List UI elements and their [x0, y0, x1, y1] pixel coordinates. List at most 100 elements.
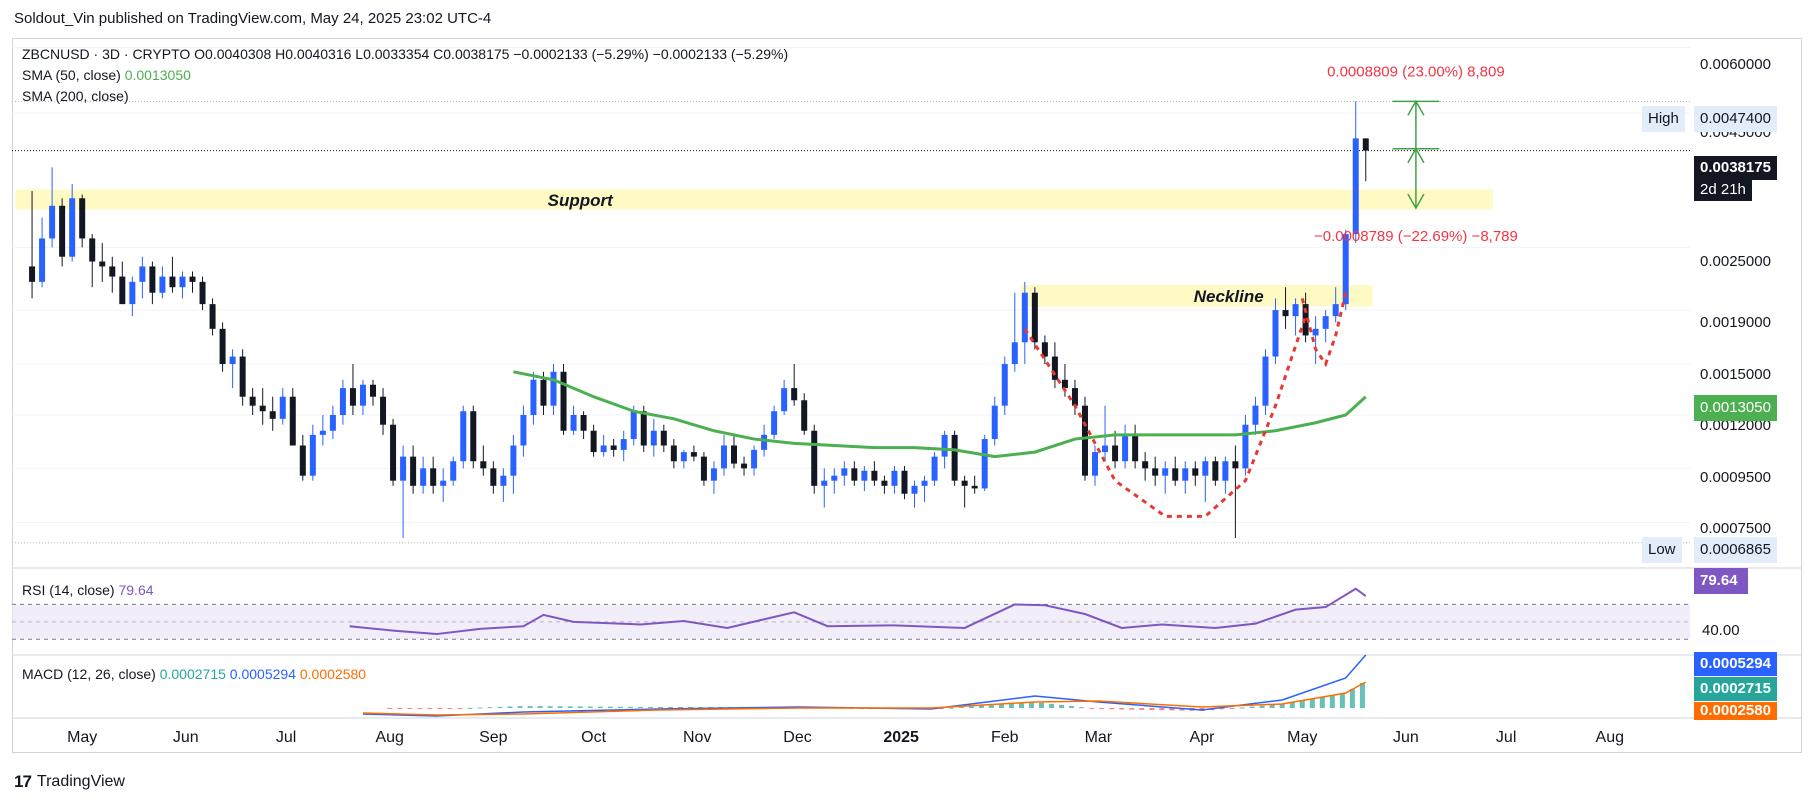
chart-frame [12, 38, 1802, 753]
candle-body [741, 463, 748, 469]
sma200-legend[interactable]: SMA (200, close) [22, 88, 129, 104]
macd-histogram-bar [387, 708, 393, 709]
macd-histogram-bar [597, 706, 603, 708]
candle-body [279, 396, 286, 419]
time-axis-label: Dec [783, 729, 811, 746]
macd-histogram-bar [667, 707, 673, 708]
candle-body [349, 388, 356, 406]
candle-body [1182, 468, 1189, 481]
macd-histogram-bar [938, 708, 944, 709]
candle-body [1222, 461, 1229, 481]
candle-body [1152, 468, 1159, 476]
macd-histogram-bar [1089, 708, 1095, 709]
candle-body [49, 205, 56, 239]
candle-body [119, 276, 126, 305]
candle-body [1322, 316, 1329, 329]
rsi-line [349, 587, 1367, 636]
candle-body [1001, 364, 1008, 406]
tradingview-logo-icon[interactable]: 17 [14, 772, 32, 791]
time-axis-label: Nov [683, 729, 711, 746]
symbol-name[interactable]: ZBCNUSD · 3D · CRYPTO [22, 46, 191, 62]
last-price-tag: 0.0038175 [1694, 156, 1777, 180]
macd-histogram-bar [1299, 700, 1305, 708]
symbol-legend: ZBCNUSD · 3D · CRYPTO O0.0040308 H0.0040… [22, 46, 788, 62]
macd-histogram-bar [1219, 708, 1225, 710]
macd-histogram-bar [1049, 703, 1055, 708]
macd-histogram-bar [437, 708, 443, 709]
measure-up-label: 0.0008809 (23.00%) 8,809 [1327, 63, 1505, 80]
time-axis-label: Aug [375, 729, 403, 746]
time-axis-label: Oct [581, 729, 606, 746]
time-axis-label: Jul [276, 729, 296, 746]
candle-body [1071, 388, 1078, 406]
time-axis-label: Jul [1496, 729, 1516, 746]
time-axis-label: Sep [479, 729, 508, 746]
candle-body [731, 445, 738, 464]
candle-body [229, 356, 236, 365]
macd-histogram-bar [1029, 702, 1035, 708]
macd-histogram-bar [427, 708, 433, 709]
price-label-0: 0.0060000 [1700, 56, 1771, 73]
measure-arrow-down [1407, 193, 1425, 210]
candle-body [189, 276, 196, 282]
candle-body [39, 238, 46, 282]
measure-down-label: −0.0008789 (−22.69%) −8,789 [1314, 228, 1518, 245]
candle-body [1011, 342, 1018, 365]
tradingview-brand[interactable]: TradingView [36, 773, 125, 790]
rsi-legend[interactable]: RSI (14, close) 79.64 [22, 582, 154, 598]
macd-histogram-bar [1279, 704, 1285, 708]
candle-body [861, 470, 868, 481]
macd-histogram-bar [1239, 707, 1245, 709]
candle-body [59, 205, 66, 257]
neckline-label: Neckline [1194, 287, 1264, 306]
candle-body [1061, 379, 1068, 389]
macd-histogram-bar [1139, 708, 1145, 710]
candle-body [79, 198, 86, 239]
candle-body [159, 276, 166, 293]
macd-histogram-bar [1259, 705, 1265, 708]
candle-body [720, 445, 727, 469]
candle-body [570, 414, 577, 431]
candle-body [871, 470, 878, 481]
candle-body [219, 328, 226, 365]
sma200-label: SMA (200, close) [22, 88, 129, 104]
hist-tag: 0.0002715 [1694, 677, 1777, 701]
candle-body [410, 456, 417, 486]
macd-histogram-bar [688, 707, 694, 708]
candle-body [199, 281, 206, 305]
macd-histogram-bar [678, 707, 684, 708]
price-label-4: 0.0015000 [1700, 366, 1771, 383]
high-tag-label: High [1642, 106, 1685, 132]
macd-tag: 0.0005294 [1694, 652, 1777, 676]
macd-histogram-bar [1329, 695, 1335, 708]
macd-histogram-bar [1008, 703, 1014, 708]
macd-histogram-bar [517, 706, 523, 708]
macd-histogram-bar [1018, 702, 1024, 708]
candle-body [1132, 434, 1139, 462]
candle-body [440, 480, 447, 486]
candle-body [99, 261, 106, 267]
macd-histogram-bar [407, 708, 413, 709]
candle-body [791, 388, 798, 401]
time-axis-label: Mar [1085, 729, 1113, 746]
time-axis-label: Apr [1190, 729, 1216, 746]
candle-body [580, 414, 587, 431]
macd-legend[interactable]: MACD (12, 26, close) 0.0002715 0.0005294… [22, 666, 366, 682]
candle-body [1352, 138, 1359, 235]
macd-histogram-bar [497, 706, 503, 708]
candle-body [269, 411, 276, 419]
candle-body [420, 468, 427, 486]
candle-body [339, 388, 346, 415]
candle-body [560, 371, 567, 431]
candle-body [1102, 445, 1109, 453]
macd-histogram-bar [447, 708, 453, 709]
rsi-label: RSI (14, close) [22, 582, 115, 598]
price-label-6: 0.0009500 [1700, 469, 1771, 486]
macd-histogram-bar [1269, 704, 1275, 708]
macd-histogram-bar [637, 706, 643, 708]
sma50-legend[interactable]: SMA (50, close) 0.0013050 [22, 67, 191, 83]
support-label: Support [548, 191, 614, 210]
candle-body [390, 424, 397, 481]
candle-body [971, 485, 978, 489]
